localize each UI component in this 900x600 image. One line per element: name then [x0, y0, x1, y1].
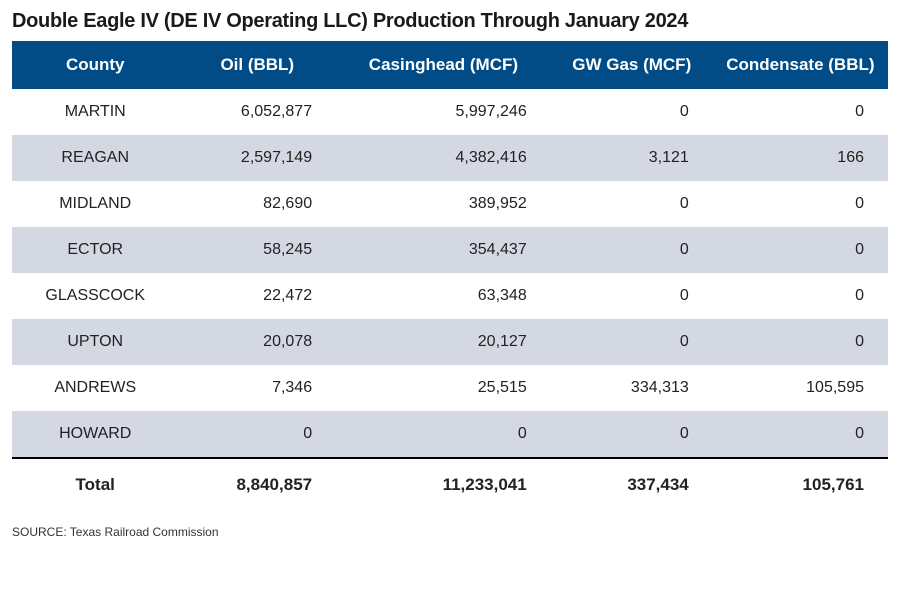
cell-county: ANDREWS: [12, 365, 178, 411]
cell-oil: 0: [178, 411, 336, 458]
source-attribution: SOURCE: Texas Railroad Commission: [12, 525, 888, 539]
cell-oil: 2,597,149: [178, 135, 336, 181]
col-casinghead: Casinghead (MCF): [336, 41, 551, 89]
table-total-row: Total 8,840,857 11,233,041 337,434 105,7…: [12, 458, 888, 511]
table-row: ECTOR 58,245 354,437 0 0: [12, 227, 888, 273]
cell-condensate: 0: [713, 181, 888, 227]
total-label: Total: [12, 458, 178, 511]
cell-oil: 7,346: [178, 365, 336, 411]
cell-condensate: 166: [713, 135, 888, 181]
cell-gw-gas: 0: [551, 227, 713, 273]
cell-condensate: 0: [713, 411, 888, 458]
table-row: GLASSCOCK 22,472 63,348 0 0: [12, 273, 888, 319]
cell-gw-gas: 0: [551, 181, 713, 227]
cell-gw-gas: 334,313: [551, 365, 713, 411]
cell-casinghead: 389,952: [336, 181, 551, 227]
total-condensate: 105,761: [713, 458, 888, 511]
cell-condensate: 0: [713, 89, 888, 135]
cell-gw-gas: 0: [551, 411, 713, 458]
table-row: UPTON 20,078 20,127 0 0: [12, 319, 888, 365]
table-row: MARTIN 6,052,877 5,997,246 0 0: [12, 89, 888, 135]
cell-casinghead: 354,437: [336, 227, 551, 273]
cell-county: MIDLAND: [12, 181, 178, 227]
cell-oil: 82,690: [178, 181, 336, 227]
cell-condensate: 0: [713, 227, 888, 273]
cell-oil: 6,052,877: [178, 89, 336, 135]
total-casinghead: 11,233,041: [336, 458, 551, 511]
cell-county: GLASSCOCK: [12, 273, 178, 319]
page-title: Double Eagle IV (DE IV Operating LLC) Pr…: [12, 10, 888, 33]
total-oil: 8,840,857: [178, 458, 336, 511]
cell-gw-gas: 3,121: [551, 135, 713, 181]
cell-gw-gas: 0: [551, 89, 713, 135]
cell-condensate: 0: [713, 273, 888, 319]
cell-casinghead: 20,127: [336, 319, 551, 365]
cell-casinghead: 4,382,416: [336, 135, 551, 181]
table-header-row: County Oil (BBL) Casinghead (MCF) GW Gas…: [12, 41, 888, 89]
cell-county: MARTIN: [12, 89, 178, 135]
cell-casinghead: 0: [336, 411, 551, 458]
cell-casinghead: 5,997,246: [336, 89, 551, 135]
col-gw-gas: GW Gas (MCF): [551, 41, 713, 89]
col-county: County: [12, 41, 178, 89]
cell-casinghead: 25,515: [336, 365, 551, 411]
cell-county: ECTOR: [12, 227, 178, 273]
table-row: HOWARD 0 0 0 0: [12, 411, 888, 458]
col-oil: Oil (BBL): [178, 41, 336, 89]
total-gw-gas: 337,434: [551, 458, 713, 511]
cell-oil: 58,245: [178, 227, 336, 273]
cell-condensate: 0: [713, 319, 888, 365]
cell-gw-gas: 0: [551, 319, 713, 365]
cell-oil: 22,472: [178, 273, 336, 319]
cell-county: REAGAN: [12, 135, 178, 181]
cell-county: UPTON: [12, 319, 178, 365]
cell-oil: 20,078: [178, 319, 336, 365]
cell-condensate: 105,595: [713, 365, 888, 411]
cell-county: HOWARD: [12, 411, 178, 458]
cell-casinghead: 63,348: [336, 273, 551, 319]
col-condensate: Condensate (BBL): [713, 41, 888, 89]
table-row: MIDLAND 82,690 389,952 0 0: [12, 181, 888, 227]
table-row: ANDREWS 7,346 25,515 334,313 105,595: [12, 365, 888, 411]
cell-gw-gas: 0: [551, 273, 713, 319]
production-table: County Oil (BBL) Casinghead (MCF) GW Gas…: [12, 41, 888, 511]
table-row: REAGAN 2,597,149 4,382,416 3,121 166: [12, 135, 888, 181]
